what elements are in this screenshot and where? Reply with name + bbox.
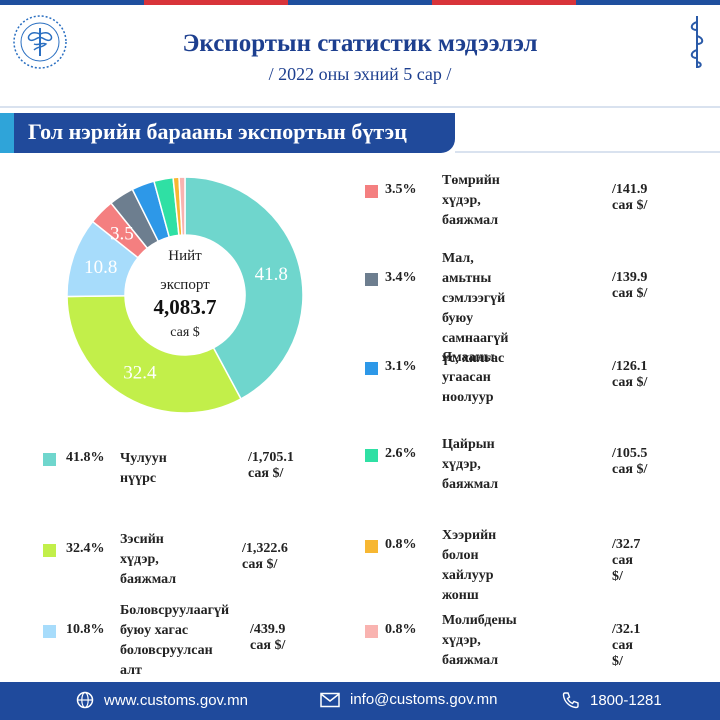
legend-name-line: баяжмал xyxy=(120,572,177,587)
legend-name-line: сэмлээгүй буюу xyxy=(442,291,506,326)
legend-name: Чулуун нүүрс xyxy=(120,449,167,489)
legend-name-line: Зэсийн хүдэр, xyxy=(120,532,164,567)
legend-name: Мал, амьтны сэмлээгүй буюу самнаагүй үс, х… xyxy=(442,249,508,369)
legend-name: Хээрийн болон хайлуур жонш xyxy=(442,526,496,606)
customs-emblem-logo xyxy=(13,15,67,69)
legend-name-line: баяжмал xyxy=(442,213,499,228)
legend-name: Молибдены хүдэр, баяжмал xyxy=(442,611,517,671)
export-donut-chart: 41.8 32.4 10.8 3.5 Нийт экспорт 4,083.7 сая… xyxy=(66,176,304,414)
mail-icon xyxy=(320,692,340,707)
banner-divider xyxy=(455,151,720,153)
phone-icon xyxy=(562,692,579,709)
top-color-bar xyxy=(0,0,720,5)
legend-percent: 10.8% xyxy=(66,622,105,637)
legend-percent: 41.8% xyxy=(66,450,105,465)
legend-name-line: Цайрын хүдэр, xyxy=(442,437,495,472)
footer-phone[interactable]: 1800-1281 xyxy=(562,691,662,709)
legend-amount: /32.7 сая $/ xyxy=(612,537,641,584)
legend-percent: 0.8% xyxy=(385,622,417,637)
legend-swatch xyxy=(365,362,378,375)
legend-name-line: Хээрийн болон xyxy=(442,528,497,563)
legend-name-line: боловсруулсан алт xyxy=(120,643,213,678)
legend-amount: /1,322.6 сая $/ xyxy=(242,541,288,572)
legend-amount: /141.9 сая $/ xyxy=(612,182,648,213)
slice-label-1: 32.4 xyxy=(123,363,157,384)
website-text[interactable]: www.customs.gov.mn xyxy=(104,691,248,709)
legend-swatch xyxy=(365,185,378,198)
footer-email[interactable]: info@customs.gov.mn xyxy=(320,691,498,708)
legend-name-line: хайлуур жонш xyxy=(442,568,494,603)
legend-name: Төмрийн хүдэр, баяжмал xyxy=(442,171,500,231)
page-subtitle: / 2022 оны эхний 5 сар / xyxy=(268,64,452,84)
center-label-line2: экспорт xyxy=(160,277,210,293)
legend-name: Боловсруулаагүй буюу хагас боловсруулсан а… xyxy=(120,601,229,681)
legend-name: Ямааны угаасан ноолуур xyxy=(442,348,495,408)
legend-name-line: Чулуун нүүрс xyxy=(120,451,167,486)
legend-percent: 3.5% xyxy=(385,182,417,197)
section-banner: Гол нэрийн барааны экспортын бүтэц xyxy=(0,113,455,153)
legend-name-line: ноолуур xyxy=(442,390,494,405)
legend-name-line: баяжмал xyxy=(442,653,499,668)
donut-hole xyxy=(125,235,245,355)
footer-bar: www.customs.gov.mn info@customs.gov.mn 1… xyxy=(0,682,720,720)
footer-website[interactable]: www.customs.gov.mn xyxy=(76,691,248,709)
legend-name-line: Боловсруулаагүй xyxy=(120,603,230,618)
legend-amount: /139.9 сая $/ xyxy=(612,270,648,301)
legend-amount: /105.5 сая $/ xyxy=(612,446,648,477)
legend-percent: 32.4% xyxy=(66,541,105,556)
legend-percent: 0.8% xyxy=(385,537,417,552)
legend-name-line: Төмрийн хүдэр, xyxy=(442,173,500,208)
center-label-line1: Нийт xyxy=(168,248,202,264)
legend-name-line: буюу хагас xyxy=(120,623,189,638)
globe-icon xyxy=(76,691,94,709)
legend-swatch xyxy=(365,625,378,638)
legend-percent: 3.1% xyxy=(385,359,417,374)
legend-amount: /1,705.1 сая $/ xyxy=(248,450,294,481)
legend-name: Зэсийн хүдэр, баяжмал xyxy=(120,530,176,590)
phone-text[interactable]: 1800-1281 xyxy=(590,691,662,709)
legend-percent: 3.4% xyxy=(385,270,417,285)
legend-name: Цайрын хүдэр, баяжмал xyxy=(442,435,498,495)
slice-label-3: 3.5 xyxy=(110,223,134,244)
legend-amount: /126.1 сая $/ xyxy=(612,359,648,390)
legend-name-line: Молибдены хүдэр, xyxy=(442,613,517,648)
legend-name-line: Мал, амьтны xyxy=(442,251,492,286)
center-unit: сая $ xyxy=(170,325,200,340)
legend-name-line: Ямааны угаасан xyxy=(442,350,495,385)
slice-label-2: 10.8 xyxy=(84,257,117,278)
legend-name-line: самнаагүй үс, хялгас xyxy=(442,331,509,366)
legend-swatch xyxy=(365,273,378,286)
legend-amount: /439.9 сая $/ xyxy=(250,622,286,653)
legend-swatch xyxy=(43,625,56,638)
mongolian-script-logo xyxy=(690,16,704,68)
legend-swatch xyxy=(43,453,56,466)
center-total-value: 4,083.7 xyxy=(154,295,217,319)
slice-label-0: 41.8 xyxy=(255,264,288,285)
legend-name-line: баяжмал xyxy=(442,477,499,492)
email-text[interactable]: info@customs.gov.mn xyxy=(350,691,498,708)
legend-percent: 2.6% xyxy=(385,446,417,461)
legend-swatch xyxy=(365,540,378,553)
legend-swatch xyxy=(365,449,378,462)
legend-swatch xyxy=(43,544,56,557)
legend-amount: /32.1 сая $/ xyxy=(612,622,641,669)
header-divider xyxy=(0,106,720,108)
page-title: Экспортын статистик мэдээлэл xyxy=(182,30,538,57)
